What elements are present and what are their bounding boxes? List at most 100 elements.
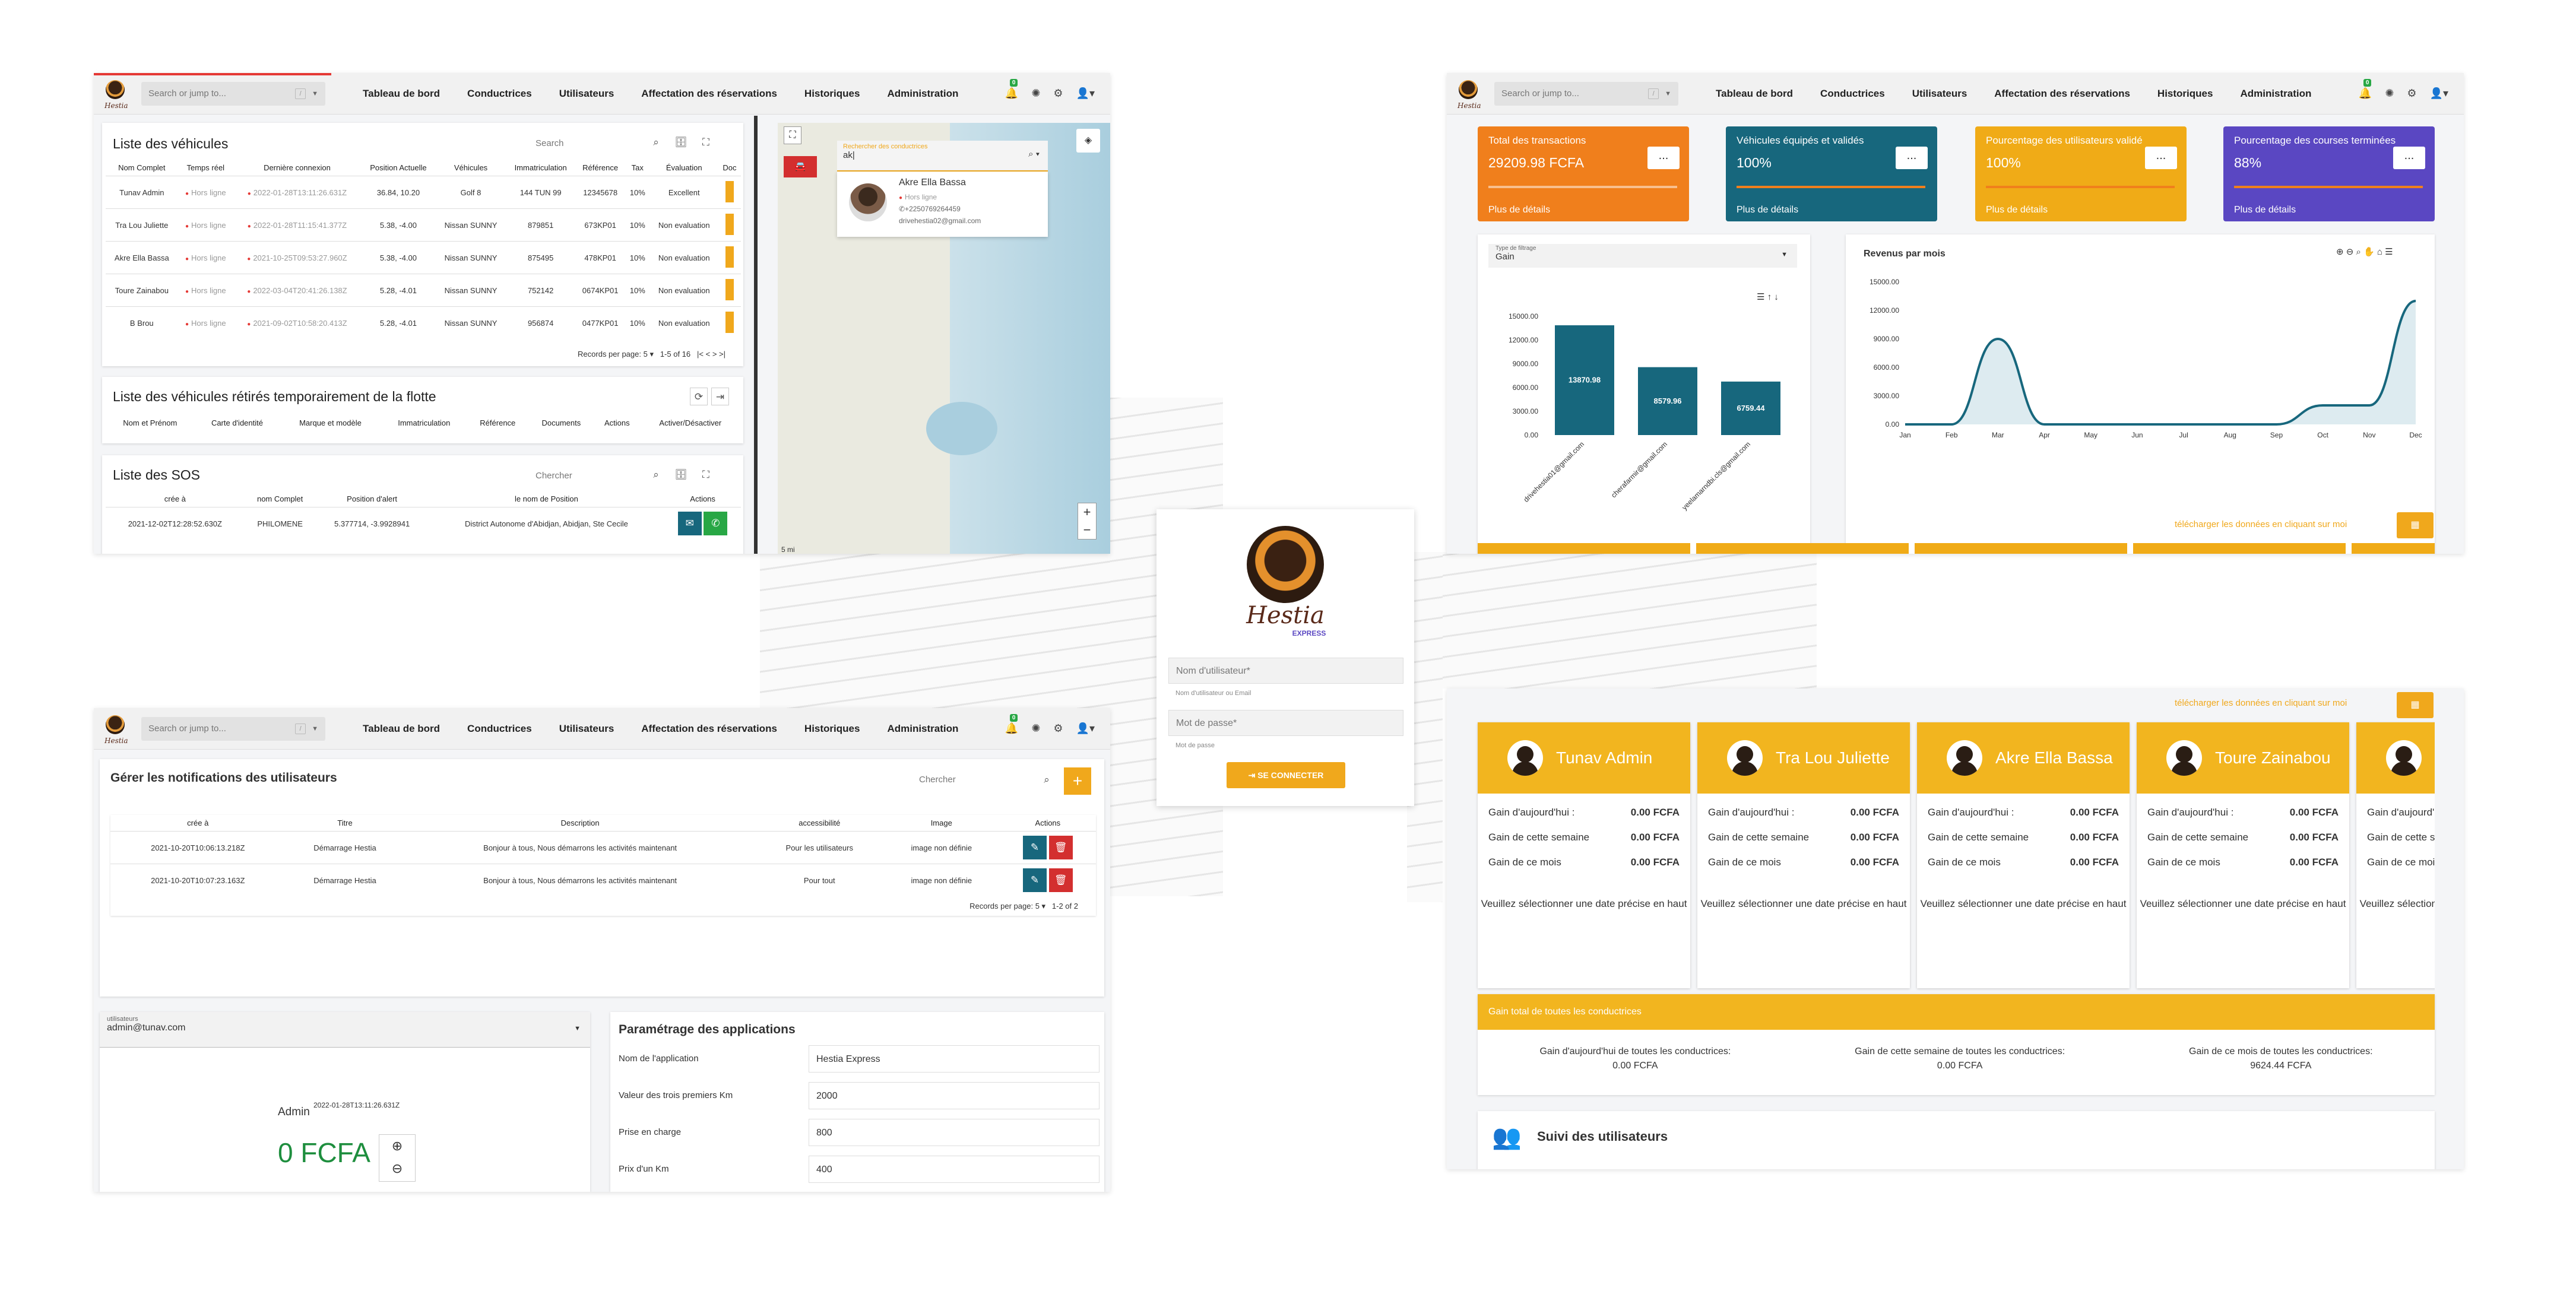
first-page-icon[interactable]: |< <box>697 350 704 358</box>
col-header[interactable]: Véhicules <box>454 163 488 172</box>
menu-item[interactable]: Utilisateurs <box>559 87 614 99</box>
stat-card-transactions[interactable]: Total des transactions 29209.98 FCFA... Pl… <box>1478 126 1689 221</box>
table-row[interactable]: 2021-10-20T10:07:23.163Z Démarrage Hestia… <box>110 864 1096 897</box>
table-row[interactable]: Tra Lou JulietteHors ligne2022-01-28T11:… <box>106 208 741 242</box>
settings-input[interactable]: Hestia Express <box>809 1045 1100 1073</box>
archive-icon[interactable]: 🗄 <box>674 137 687 148</box>
logo[interactable]: Hestia <box>1455 78 1481 110</box>
settings-input[interactable]: 800 <box>809 1119 1100 1146</box>
menu-item[interactable]: Conductrices <box>467 722 532 734</box>
menu-item[interactable]: Conductrices <box>467 87 532 99</box>
archive-icon[interactable]: 🗄 <box>674 469 687 480</box>
download-link[interactable]: télécharger les données en cliquant sur … <box>2175 698 2347 708</box>
stat-more-link[interactable]: Plus de détails <box>2234 205 2296 215</box>
edit-icon[interactable]: ✎ <box>1023 868 1047 893</box>
menu-item[interactable]: Affectation des réservations <box>641 87 777 99</box>
edit-icon[interactable]: ✎ <box>1023 836 1047 859</box>
vehicles-search[interactable]: Search <box>536 138 564 148</box>
stat-more-link[interactable]: Plus de détails <box>1737 205 1799 215</box>
fullscreen-icon[interactable]: ⛶ <box>702 469 709 480</box>
stat-more-link[interactable]: Plus de détails <box>1986 205 2048 215</box>
search-icon[interactable]: ⌕ <box>1044 774 1050 785</box>
menu-item[interactable]: Affectation des réservations <box>1994 87 2130 99</box>
bell-icon[interactable]: 🔔 0 <box>1005 714 1019 734</box>
stat-card-vehicles[interactable]: Véhicules équipés et validés 100%... Plus … <box>1726 126 1937 221</box>
remove-circle-icon[interactable]: ⊖ <box>391 1161 403 1176</box>
per-page-select[interactable]: 5 <box>643 350 648 358</box>
mail-icon[interactable]: ✉ <box>677 512 702 536</box>
col-header[interactable]: Dernière connexion <box>264 163 331 172</box>
col-header[interactable]: crée à <box>164 494 186 503</box>
menu-item[interactable]: Administration <box>2240 87 2312 99</box>
chevron-down-icon[interactable]: ▼ <box>312 90 318 97</box>
menu-item[interactable]: Historiques <box>804 722 860 734</box>
menu-item[interactable]: Utilisateurs <box>559 722 614 734</box>
sun-icon[interactable]: ✺ <box>1031 722 1041 734</box>
driver-card[interactable]: Toure Zainabou Gain d'aujourd'hui : 0.00 F… <box>2137 722 2349 988</box>
bell-icon[interactable]: 🔔 0 <box>2358 79 2372 99</box>
col-header[interactable]: Doc <box>723 163 737 172</box>
menu-item[interactable]: Utilisateurs <box>1912 87 1967 99</box>
stat-more-button[interactable]: ... <box>1647 147 1680 169</box>
download-link[interactable]: télécharger les données en cliquant sur … <box>2175 519 2347 529</box>
col-header[interactable]: crée à <box>187 818 209 827</box>
menu-item[interactable]: Tableau de bord <box>363 722 441 734</box>
search-icon[interactable]: ⌕ <box>653 469 659 480</box>
driver-result[interactable]: Akre Ella Bassa Hors ligne ✆+22507692644… <box>837 172 1048 237</box>
col-header[interactable]: Actions <box>604 418 630 427</box>
doc-button[interactable] <box>718 274 741 307</box>
phone-icon[interactable]: ✆ <box>704 512 728 536</box>
col-header[interactable]: Référence <box>480 418 516 427</box>
username-field[interactable]: Nom d'utilisateur* <box>1168 658 1403 684</box>
chevron-down-icon[interactable]: ▼ <box>1665 90 1671 97</box>
sun-icon[interactable]: ✺ <box>1031 87 1041 99</box>
table-row[interactable]: Akre Ella BassaHors ligne2021-10-25T09:5… <box>106 241 741 274</box>
table-row[interactable]: B BrouHors ligne2021-09-02T10:58:20.413Z… <box>106 306 741 340</box>
zoom-out-button[interactable]: − <box>1083 522 1091 537</box>
export-icon[interactable]: ⇥ <box>711 388 729 405</box>
zoom-in-button[interactable]: + <box>1083 505 1091 519</box>
col-header[interactable]: Évaluation <box>666 163 702 172</box>
col-header[interactable]: Actions <box>690 494 715 503</box>
doc-button[interactable] <box>718 176 741 209</box>
table-row[interactable]: Tunav AdminHors ligne2022-01-28T13:11:26… <box>106 176 741 209</box>
menu-item[interactable]: Historiques <box>804 87 860 99</box>
menu-item[interactable]: Administration <box>887 722 959 734</box>
stat-more-button[interactable]: ... <box>2145 147 2177 169</box>
login-button[interactable]: ⇥ SE CONNECTER <box>1227 762 1345 788</box>
menu-item[interactable]: Historiques <box>2157 87 2213 99</box>
col-header[interactable]: Actions <box>1035 818 1061 827</box>
gear-icon[interactable]: ⚙ <box>1053 87 1063 99</box>
user-icon[interactable]: 👤▾ <box>1076 87 1095 99</box>
col-header[interactable]: Nom et Prénom <box>123 418 178 427</box>
next-page-icon[interactable]: > <box>712 350 717 358</box>
col-header[interactable]: accessibilité <box>799 818 841 827</box>
col-header[interactable]: Carte d'identité <box>211 418 263 427</box>
menu-item[interactable]: Administration <box>887 87 959 99</box>
search-input[interactable]: Search or jump to... / ▼ <box>1494 81 1678 106</box>
col-header[interactable]: Position d'alert <box>347 494 398 503</box>
menu-item[interactable]: Tableau de bord <box>363 87 441 99</box>
user-select[interactable]: utilisateurs admin@tunav.com ▼ <box>100 1012 590 1048</box>
gear-icon[interactable]: ⚙ <box>2407 87 2417 99</box>
fullscreen-icon[interactable]: ⛶ <box>784 126 801 144</box>
gear-icon[interactable]: ⚙ <box>1053 722 1063 734</box>
layers-icon[interactable]: ◈ <box>1076 129 1100 153</box>
chart-toolbar[interactable]: ⊕ ⊖ ⌕ ✋ ⌂ ☰ <box>2336 247 2393 257</box>
search-icon[interactable]: ⌕ ▾ <box>1028 149 1040 159</box>
refresh-icon[interactable]: ⟳ <box>690 388 708 405</box>
col-header[interactable]: Marque et modèle <box>299 418 362 427</box>
calendar-icon[interactable]: ▦ <box>2397 512 2434 538</box>
table-row[interactable]: 2021-10-20T10:06:13.218Z Démarrage Hestia… <box>110 831 1096 864</box>
car-icon[interactable]: 🚘 <box>784 156 817 177</box>
bell-icon[interactable]: 🔔 0 <box>1005 79 1019 99</box>
password-field[interactable]: Mot de passe* <box>1168 710 1403 736</box>
table-row[interactable]: 2021-12-02T12:28:52.630Z PHILOMENE 5.37771… <box>106 507 741 540</box>
search-icon[interactable]: ⌕ <box>653 137 659 148</box>
stat-more-button[interactable]: ... <box>1896 147 1928 169</box>
chevron-down-icon[interactable]: ▼ <box>312 725 318 732</box>
driver-search[interactable]: Rechercher des conductrices ak| ⌕ ▾ <box>837 141 1048 172</box>
per-page-select[interactable]: 5 <box>1035 901 1040 910</box>
prev-page-icon[interactable]: < <box>705 350 711 358</box>
